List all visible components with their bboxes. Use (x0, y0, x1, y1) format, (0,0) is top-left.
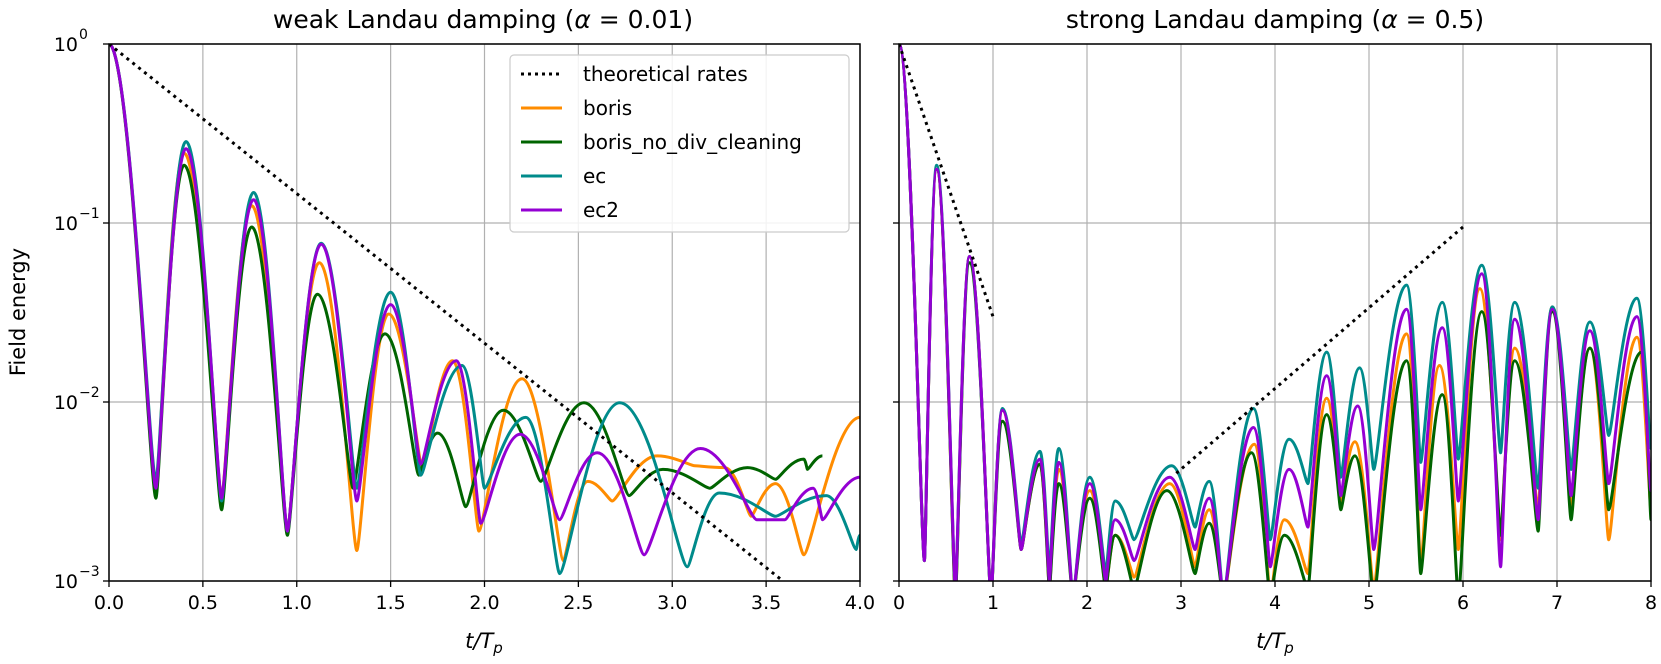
svg-text:−3: −3 (79, 564, 100, 580)
x-tick-label: 2.0 (469, 592, 499, 614)
y-axis-label: Field energy (6, 248, 30, 376)
legend-label: boris_no_div_cleaning (583, 130, 802, 154)
right-x-ticks: 0 1 2 3 4 5 6 7 8 (893, 581, 1657, 614)
right-chart-panel: strong Landau damping (α = 0.5) 0 1 2 3 4 5 6 7… (893, 5, 1657, 657)
svg-text:10: 10 (54, 213, 78, 235)
x-tick-label: 4.0 (845, 592, 875, 614)
svg-text:10: 10 (54, 34, 78, 56)
left-x-ticks: 0.0 0.5 1.0 1.5 2.0 2.5 3.0 3.5 4.0 (94, 581, 875, 614)
legend: theoretical rates boris boris_no_div_cle… (510, 55, 849, 232)
x-tick-label: 0.5 (188, 592, 218, 614)
y-tick-label: 10 −2 (54, 385, 100, 414)
left-chart-title: weak Landau damping (α = 0.01) (273, 5, 693, 34)
x-tick-label: 1 (987, 592, 999, 614)
legend-label: boris (583, 96, 632, 120)
x-tick-label: 6 (1457, 592, 1469, 614)
x-tick-label: 3.0 (657, 592, 687, 614)
x-tick-label: 4 (1269, 592, 1281, 614)
x-tick-label: 8 (1645, 592, 1657, 614)
svg-text:10: 10 (54, 392, 78, 414)
svg-text:−1: −1 (79, 206, 100, 222)
x-tick-label: 2.5 (563, 592, 593, 614)
legend-label: ec (583, 164, 606, 188)
left-chart-panel: weak Landau damping (α = 0.01) 0.0 0.5 1.0… (6, 5, 875, 657)
x-tick-label: 3 (1175, 592, 1187, 614)
right-y-ticks (893, 44, 899, 581)
y-tick-label: 10 0 (54, 27, 88, 56)
x-tick-label: 0 (893, 592, 905, 614)
x-tick-label: 7 (1551, 592, 1563, 614)
legend-label: theoretical rates (583, 62, 748, 86)
x-tick-label: 5 (1363, 592, 1375, 614)
x-tick-label: 3.5 (751, 592, 781, 614)
figure: weak Landau damping (α = 0.01) 0.0 0.5 1.0… (0, 0, 1661, 664)
x-tick-label: 1.5 (376, 592, 406, 614)
x-tick-label: 2 (1081, 592, 1093, 614)
legend-label: ec2 (583, 198, 619, 222)
y-tick-label: 10 −3 (54, 564, 100, 593)
x-tick-label: 1.0 (282, 592, 312, 614)
left-x-axis-label: t/Tp (465, 629, 503, 657)
svg-text:10: 10 (54, 571, 78, 593)
right-chart-title: strong Landau damping (α = 0.5) (1066, 5, 1484, 34)
left-y-ticks: 10 −3 10 −2 10 −1 10 0 (54, 27, 109, 593)
svg-text:0: 0 (79, 27, 88, 43)
right-x-axis-label: t/Tp (1256, 629, 1294, 657)
y-tick-label: 10 −1 (54, 206, 100, 235)
x-tick-label: 0.0 (94, 592, 124, 614)
svg-text:−2: −2 (79, 385, 100, 401)
